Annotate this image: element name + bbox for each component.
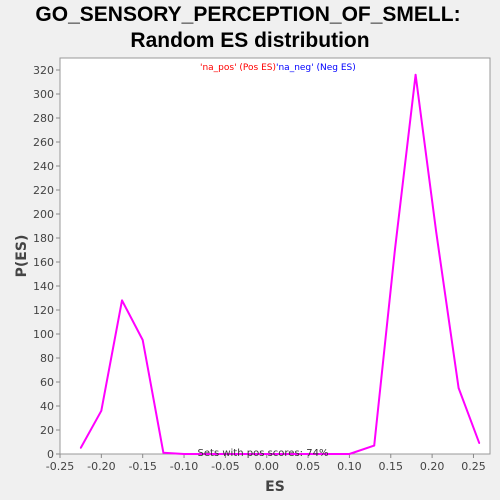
y-tick-label: 0 [47,448,54,461]
data-point [79,447,82,449]
plot-area [59,57,491,455]
data-point [414,74,417,76]
data-point [121,299,123,302]
x-tick-label: -0.20 [87,460,115,473]
data-point [224,453,227,455]
x-tick-label: -0.15 [128,460,156,473]
y-tick-label: 120 [33,304,54,317]
chart-title-line-1: GO_SENSORY_PERCEPTION_OF_SMELL: [35,3,460,26]
y-tick-label: 220 [33,184,54,197]
y-tick-label: 40 [40,400,54,413]
y-tick-label: 100 [33,328,54,341]
data-point [373,444,376,447]
data-point [307,453,309,455]
y-axis-label: P(ES) [14,235,30,278]
y-tick-label: 300 [33,88,54,101]
y-tick-label: 60 [40,376,54,389]
x-tick-label: 0.15 [379,460,404,473]
data-point [348,453,351,455]
y-tick-label: 240 [33,160,54,173]
data-point [478,442,481,445]
x-tick-label: -0.10 [170,460,198,473]
data-point [141,339,144,341]
x-axis-label: ES [265,479,285,495]
data-point [327,453,330,455]
y-tick-label: 80 [40,352,54,365]
data-point [100,410,103,412]
x-tick-label: 0.25 [461,460,486,473]
data-point [394,249,396,251]
y-tick-label: 200 [33,208,54,221]
data-point [265,453,268,455]
series-line [79,73,481,455]
data-point [457,387,460,389]
data-point [203,453,206,455]
y-tick-label: 280 [33,112,54,125]
data-point [286,453,289,455]
x-tick-label: 0.05 [296,460,321,473]
chart-title-line-2: Random ES distribution [130,29,369,52]
data-point [245,453,247,455]
x-tick-label: -0.25 [46,460,74,473]
y-tick-label: 20 [40,424,54,437]
x-tick-label: 0.10 [337,460,362,473]
y-tick-label: 320 [33,64,54,77]
y-axis: 0 20 40 60 80 100 120 140 160 180 200 220 240 260 280 3… [33,64,60,461]
data-point [162,452,165,454]
x-tick-label: 0.20 [420,460,445,473]
legend-entry-pos: 'na_pos' (Pos ES) [200,63,276,73]
y-tick-label: 160 [33,256,54,269]
pos-score-annotation: Sets with pos scores: 74% [198,448,329,459]
series-layer [79,73,481,455]
x-axis: -0.25 -0.20 -0.15 -0.10 -0.05 0.00 0.05 0.10 0.1… [46,454,486,473]
data-point [435,231,438,233]
x-tick-label: -0.05 [211,460,239,473]
legend-entry-neg: 'na_neg' (Neg ES) [276,63,356,73]
y-tick-label: 260 [33,136,54,149]
y-tick-label: 180 [33,232,54,245]
x-tick-label: 0.00 [254,460,279,473]
y-tick-label: 140 [33,280,54,293]
data-point [183,453,185,455]
